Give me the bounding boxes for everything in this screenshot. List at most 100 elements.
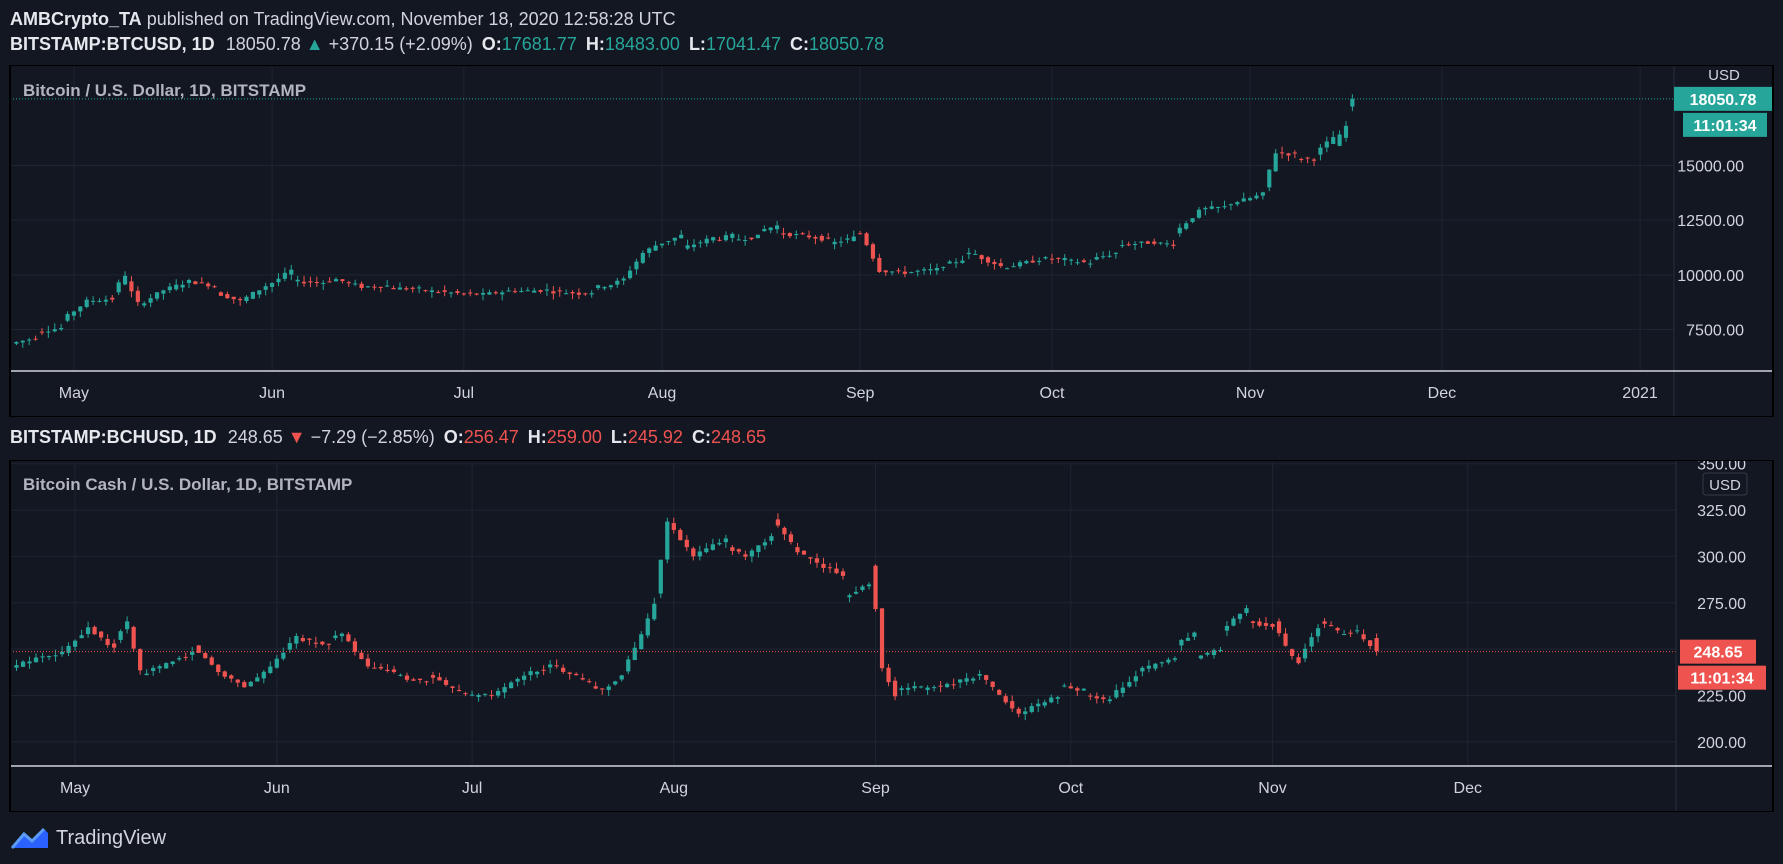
bch-last-price: 248.65: [227, 427, 283, 447]
candle-body: [928, 269, 933, 271]
candle-body: [138, 649, 143, 671]
candle-body: [704, 238, 709, 244]
candle-body: [116, 282, 121, 293]
candle-body: [1029, 706, 1034, 712]
candle-body: [1055, 697, 1060, 699]
candle-body: [1184, 223, 1189, 229]
candle-body: [613, 681, 618, 685]
candle-body: [1081, 688, 1086, 691]
bch-time-axis[interactable]: May Jun Jul Aug Sep Oct Nov Dec: [10, 765, 1773, 797]
candle-body: [574, 673, 579, 676]
bch-price-axis[interactable]: 200.00225.00250.00275.00300.00325.00350.…: [1675, 460, 1746, 812]
candle-body: [1335, 627, 1340, 631]
candle-body: [840, 571, 846, 576]
candle-body: [755, 234, 760, 239]
bch-currency-button[interactable]: [1702, 472, 1748, 496]
candle-body: [645, 618, 650, 636]
candle-body: [40, 656, 45, 658]
candle-body: [231, 296, 236, 300]
time-tick-label: May: [59, 385, 89, 402]
candle-body: [1279, 152, 1285, 154]
candle-body: [1222, 206, 1227, 208]
candle-body: [500, 292, 505, 295]
candle-body: [333, 279, 339, 282]
candle-body: [1205, 652, 1210, 655]
candle-body: [378, 666, 384, 669]
candle-body: [951, 684, 956, 686]
candle-body: [1216, 206, 1221, 208]
bch-change: −7.29 (−2.85%): [310, 427, 435, 447]
candle-body: [270, 283, 275, 287]
candle-body: [1270, 624, 1275, 627]
time-tick-label: Aug: [648, 385, 676, 402]
candle-body: [1088, 695, 1093, 697]
candle-body: [469, 694, 475, 696]
bch-chart-pane[interactable]: 200.00225.00250.00275.00300.00325.00350.…: [0, 460, 1783, 812]
candle-body: [257, 290, 262, 295]
btc-symbol[interactable]: BITSTAMP:BTCUSD, 1D: [10, 34, 215, 54]
bch-currency-label[interactable]: USD: [1709, 477, 1741, 494]
candle-body: [958, 679, 963, 683]
candle-body: [945, 683, 950, 688]
candle-body: [1318, 147, 1323, 155]
candle-body: [1062, 685, 1067, 687]
candle-body: [806, 235, 812, 238]
candle-body: [27, 661, 32, 664]
btc-price-tag: [1674, 86, 1772, 111]
candle-body: [947, 261, 952, 264]
btc-time-axis[interactable]: May Jun Jul Aug Sep Oct Nov Dec 2021: [10, 370, 1773, 402]
candle-body: [1159, 662, 1164, 664]
candle-body: [308, 281, 313, 283]
candle-body: [1171, 244, 1176, 246]
candle-body: [170, 661, 175, 664]
candle-body: [72, 640, 78, 647]
candle-body: [142, 303, 147, 306]
candle-body: [1322, 621, 1327, 624]
candle-body: [502, 687, 507, 693]
candle-body: [973, 253, 978, 255]
candle-body: [1042, 702, 1047, 706]
candle-body: [385, 285, 390, 287]
candle-body: [1283, 633, 1288, 646]
btc-grid: [10, 67, 1674, 371]
btc-price-axis[interactable]: 7500.00 10000.00 12500.00 15000.00: [1673, 65, 1744, 417]
candle-body: [1273, 153, 1278, 172]
candle-body: [404, 675, 410, 680]
candle-body: [580, 678, 585, 680]
candle-body: [1037, 260, 1042, 262]
candle-body: [538, 290, 543, 292]
candle-body: [289, 269, 294, 275]
tradingview-brand-label[interactable]: TradingView: [56, 826, 167, 849]
author-name[interactable]: AMBCrypto_TA: [10, 9, 142, 29]
candle-body: [282, 272, 287, 279]
candle-body: [596, 285, 601, 288]
candle-body: [203, 653, 208, 659]
candle-body: [1302, 648, 1308, 659]
candle-body: [506, 290, 511, 292]
candle-body: [600, 688, 605, 690]
candle-body: [977, 674, 982, 676]
candle-body: [879, 608, 885, 669]
btc-open-label: O:: [481, 34, 502, 54]
candle-body: [300, 638, 305, 642]
candle-body: [997, 689, 1002, 695]
btc-currency-label[interactable]: USD: [1708, 67, 1740, 84]
candle-body: [964, 678, 969, 682]
candle-body: [79, 635, 84, 639]
candle-body: [902, 271, 908, 274]
candle-body: [1081, 260, 1086, 263]
bch-close-value: 248.65: [710, 427, 767, 447]
candle-body: [912, 686, 917, 689]
candle-body: [1341, 634, 1347, 636]
candle-body: [782, 527, 787, 535]
btc-chart-pane[interactable]: 7500.00 10000.00 12500.00 15000.00 May Jun Ju…: [0, 65, 1783, 417]
candle-body: [263, 286, 268, 290]
price-tick-label: 7500.00: [1686, 322, 1744, 339]
tradingview-logo-icon[interactable]: [10, 826, 50, 850]
bch-symbol[interactable]: BITSTAMP:BCHUSD, 1D: [10, 427, 217, 447]
candle-body: [1101, 697, 1106, 700]
candle-body: [1361, 634, 1366, 640]
candle-body: [821, 563, 826, 568]
candle-body: [634, 261, 639, 270]
candle-body: [971, 678, 976, 681]
